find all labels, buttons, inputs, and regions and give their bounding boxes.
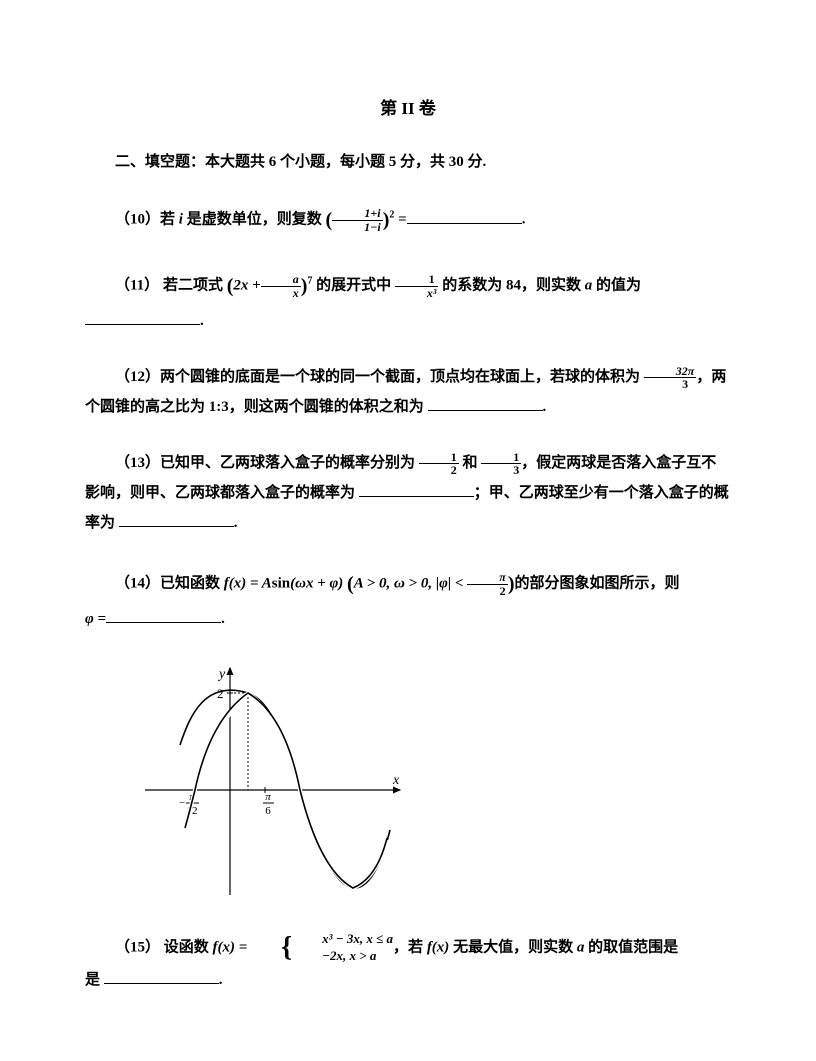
q12-blank — [428, 396, 543, 411]
q13-t2: 和 — [459, 455, 482, 471]
q15-t4: 的取值范围是 — [584, 940, 678, 956]
svg-text:6: 6 — [265, 805, 271, 817]
q11-t1: 若二项式 — [159, 278, 227, 294]
q14-end: . — [221, 611, 225, 627]
q11-frac2: 1x³ — [395, 273, 439, 299]
paren-close-icon: ) — [508, 573, 515, 595]
q15-t1: 设函数 — [160, 940, 213, 956]
q13-num: （13） — [115, 455, 160, 471]
q11-t3: 的系数为 — [438, 278, 506, 294]
q15-piecewise: x³ − 3x, x ≤ a−2x, x > a — [292, 931, 393, 965]
q12-frac: 32π3 — [644, 365, 697, 391]
q12-t1: 两个圆锥的底面是一个球的同一个截面，顶点均在球面上，若球的体积为 — [160, 369, 644, 385]
question-13: （13）已知甲、乙两球落入盒子的概率分别为 12 和 13，假定两球是否落入盒子… — [85, 448, 731, 538]
q10-eq: = — [394, 212, 406, 228]
brace-icon: { — [251, 934, 292, 962]
q11-t4: ，则实数 — [521, 278, 585, 294]
q11-end: . — [200, 313, 204, 329]
q11-2x: 2x + — [233, 278, 260, 294]
svg-text:π: π — [265, 791, 271, 803]
paren-open-icon: ( — [325, 209, 332, 231]
q10-t2: 是虚数单位，则复数 — [183, 212, 326, 228]
question-12: （12）两个圆锥的底面是一个球的同一个截面，顶点均在球面上，若球的体积为 32π… — [85, 362, 731, 422]
q10-num: （10） — [115, 212, 160, 228]
q11-coef: 84 — [506, 278, 521, 294]
q13-end: . — [234, 515, 238, 531]
q15-t2: ，若 — [393, 940, 427, 956]
paren-open-icon: ( — [347, 573, 354, 595]
sine-curve — [180, 690, 390, 888]
q13-blank2 — [119, 512, 234, 527]
q10-t1: 若 — [160, 212, 179, 228]
q15-fx2: f(x) — [427, 940, 450, 956]
y-axis-label: y — [217, 667, 226, 682]
sine-graph-figure: y x 2 − π 12 π 6 — [135, 660, 731, 913]
q11-t2: 的展开式中 — [312, 278, 395, 294]
q12-t3: ，则这两个圆锥的体积之和为 — [229, 399, 428, 415]
q15-num: （15） — [115, 940, 160, 956]
q14-frac: π2 — [467, 571, 508, 597]
q15-blank — [104, 969, 219, 984]
q15-t3: 无最大值，则实数 — [449, 940, 577, 956]
q11-blank — [85, 310, 200, 325]
q14-t1: 已知函数 — [160, 576, 224, 592]
q10-end: . — [522, 212, 526, 228]
q15-end: . — [219, 972, 223, 988]
q13-t1: 已知甲、乙两球落入盒子的概率分别为 — [160, 455, 419, 471]
x-axis-label: x — [392, 773, 400, 788]
q14-cond: A > 0, ω > 0, |φ| < — [354, 576, 468, 592]
q14-blank — [106, 608, 221, 623]
q11-t5: 的值为 — [592, 278, 641, 294]
q10-blank — [407, 209, 522, 224]
q13-frac1: 12 — [419, 451, 459, 477]
sine-graph-svg: y x 2 − π 12 π 6 — [135, 660, 415, 905]
q11-frac1: ax — [261, 273, 301, 299]
q12-ratio: 1:3 — [209, 399, 229, 415]
q11-num: （11） — [115, 278, 159, 294]
question-11: （11） 若二项式 (2x +ax)7 的展开式中 1x³ 的系数为 84，则实… — [85, 266, 731, 336]
q14-t2: 的部分图象如图所示，则 — [515, 576, 680, 592]
q10-frac: 1+i1−i — [332, 207, 383, 233]
question-10: （10）若 i 是虚数单位，则复数 (1+i1−i)2 =. — [85, 200, 731, 240]
section-header: 二、填空题：本大题共 6 个小题，每小题 5 分，共 30 分. — [85, 150, 731, 174]
q14-num: （14） — [115, 576, 160, 592]
q14-phi: φ = — [85, 611, 106, 627]
q15-fx: f(x) = — [213, 940, 248, 956]
question-14: （14）已知函数 f(x) = Asin(ωx + φ) (A > 0, ω >… — [85, 564, 731, 634]
q12-num: （12） — [115, 369, 160, 385]
q13-frac2: 13 — [481, 451, 521, 477]
question-15: （15） 设函数 f(x) = {x³ − 3x, x ≤ a−2x, x > … — [85, 931, 731, 995]
svg-text:−: − — [179, 797, 185, 809]
page-title: 第 II 卷 — [85, 95, 731, 122]
q14-fx: f(x) = Asin(ωx + φ) — [224, 576, 344, 592]
q12-end: . — [543, 399, 547, 415]
q13-blank1 — [359, 482, 474, 497]
y-tick-2: 2 — [217, 686, 224, 701]
